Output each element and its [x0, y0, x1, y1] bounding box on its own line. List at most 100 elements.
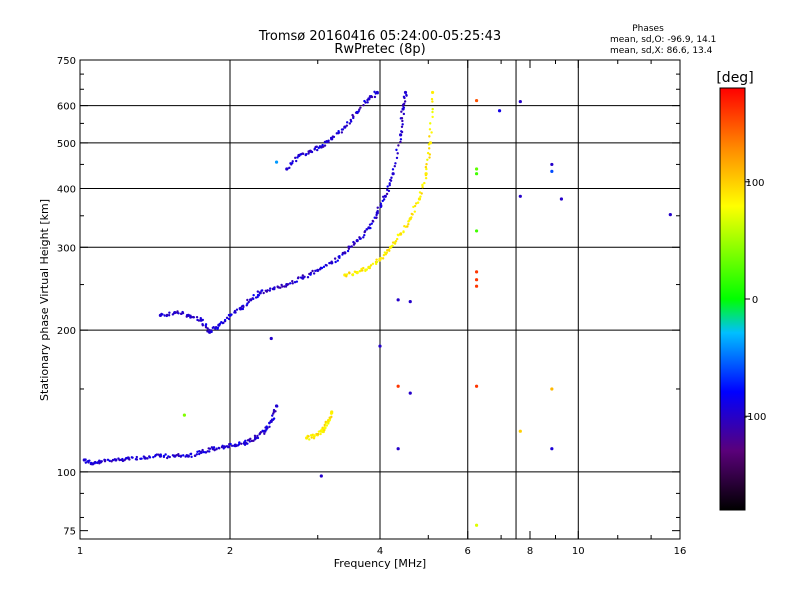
trace-point: [407, 222, 410, 226]
grid-lines: [80, 60, 680, 539]
trace-point: [413, 210, 417, 213]
trace-point: [212, 446, 216, 449]
trace-point: [108, 459, 111, 463]
y-tick-label: 75: [63, 527, 76, 538]
trace-point: [228, 445, 231, 449]
trace-point: [84, 458, 87, 461]
y-axis-label: Stationary phase Virtual Height [km]: [38, 199, 51, 401]
trace-point: [394, 239, 398, 243]
trace-point: [230, 444, 234, 447]
trace-point: [400, 117, 404, 120]
trace-point: [375, 260, 379, 264]
trace-point: [386, 185, 389, 188]
trace-point: [208, 328, 211, 332]
trace-point: [212, 325, 215, 329]
trace-point: [216, 326, 220, 329]
trace-point: [417, 197, 422, 201]
trace-point: [430, 97, 434, 101]
trace-point: [268, 289, 272, 292]
trace-point: [258, 291, 262, 295]
trace-point: [208, 450, 211, 453]
trace-point: [368, 265, 372, 269]
trace-point: [251, 297, 254, 300]
isolated-point: [550, 387, 554, 391]
isolated-point: [274, 160, 279, 164]
trace-point: [273, 286, 276, 289]
trace-point: [403, 90, 408, 95]
trace-point: [201, 318, 205, 322]
trace-point: [311, 269, 314, 273]
trace-point: [288, 166, 291, 170]
trace-point: [345, 275, 348, 278]
y-axis-ticks: 75 100 200 300 400 500 600 750: [57, 56, 680, 538]
trace-point: [181, 311, 185, 315]
trace-point: [421, 185, 424, 189]
x-tick-label: 8: [527, 546, 533, 557]
trace-point: [385, 192, 389, 196]
trace-point: [319, 145, 323, 149]
trace-point: [358, 108, 361, 111]
trace-point: [381, 257, 385, 260]
trace-point: [217, 446, 221, 450]
isolated-point: [182, 413, 186, 417]
trace-point: [218, 322, 222, 326]
isolated-point: [408, 300, 412, 304]
trace-point: [257, 294, 261, 297]
trace-point: [252, 439, 255, 442]
isolated-point: [396, 298, 400, 302]
trace-point: [426, 158, 429, 162]
trace-point: [305, 152, 308, 156]
trace-point: [310, 436, 313, 439]
trace-point: [346, 249, 350, 253]
trace-point: [431, 100, 434, 103]
trace-point: [393, 165, 396, 168]
trace-point: [227, 317, 231, 321]
isolated-point: [269, 336, 273, 341]
trace-point: [352, 115, 355, 118]
trace-point: [222, 445, 227, 449]
isolated-point: [518, 429, 522, 433]
colorbar-tick-label: 100: [745, 178, 764, 189]
trace-point: [281, 285, 284, 288]
trace-point: [399, 140, 402, 144]
trace-point: [373, 95, 377, 99]
trace-point: [182, 454, 185, 457]
trace-point: [431, 107, 434, 111]
trace-point: [265, 425, 268, 428]
trace-point: [395, 156, 399, 160]
trace-point: [306, 275, 310, 279]
trace-point: [424, 172, 428, 176]
trace-point: [402, 106, 406, 109]
trace-point: [402, 102, 406, 106]
trace-point: [291, 160, 294, 163]
trace-point: [261, 429, 264, 432]
trace-point: [242, 305, 245, 309]
trace-point: [399, 232, 403, 235]
trace-point: [118, 458, 122, 462]
trace-point: [128, 458, 131, 461]
trace-point: [371, 219, 374, 223]
trace-point: [259, 431, 263, 434]
trace-point: [366, 101, 369, 104]
trace-point: [246, 442, 249, 445]
trace-point: [347, 247, 351, 250]
trace-point: [389, 178, 392, 182]
trace-point: [291, 161, 294, 165]
trace-point: [295, 159, 298, 163]
trace-point: [385, 251, 389, 254]
trace-point: [428, 135, 431, 138]
colorbar: [719, 87, 746, 511]
isolated-point: [474, 284, 479, 288]
trace-point: [336, 259, 339, 262]
trace-point: [421, 183, 424, 187]
trace-point: [401, 119, 404, 123]
trace-point: [323, 144, 327, 147]
isolated-point: [668, 213, 672, 217]
trace-point: [111, 458, 115, 462]
trace-point: [301, 152, 304, 155]
trace-point: [322, 430, 325, 434]
trace-point: [317, 146, 320, 150]
trace-point: [429, 122, 432, 125]
trace-point: [146, 457, 149, 460]
trace-point: [425, 167, 428, 171]
